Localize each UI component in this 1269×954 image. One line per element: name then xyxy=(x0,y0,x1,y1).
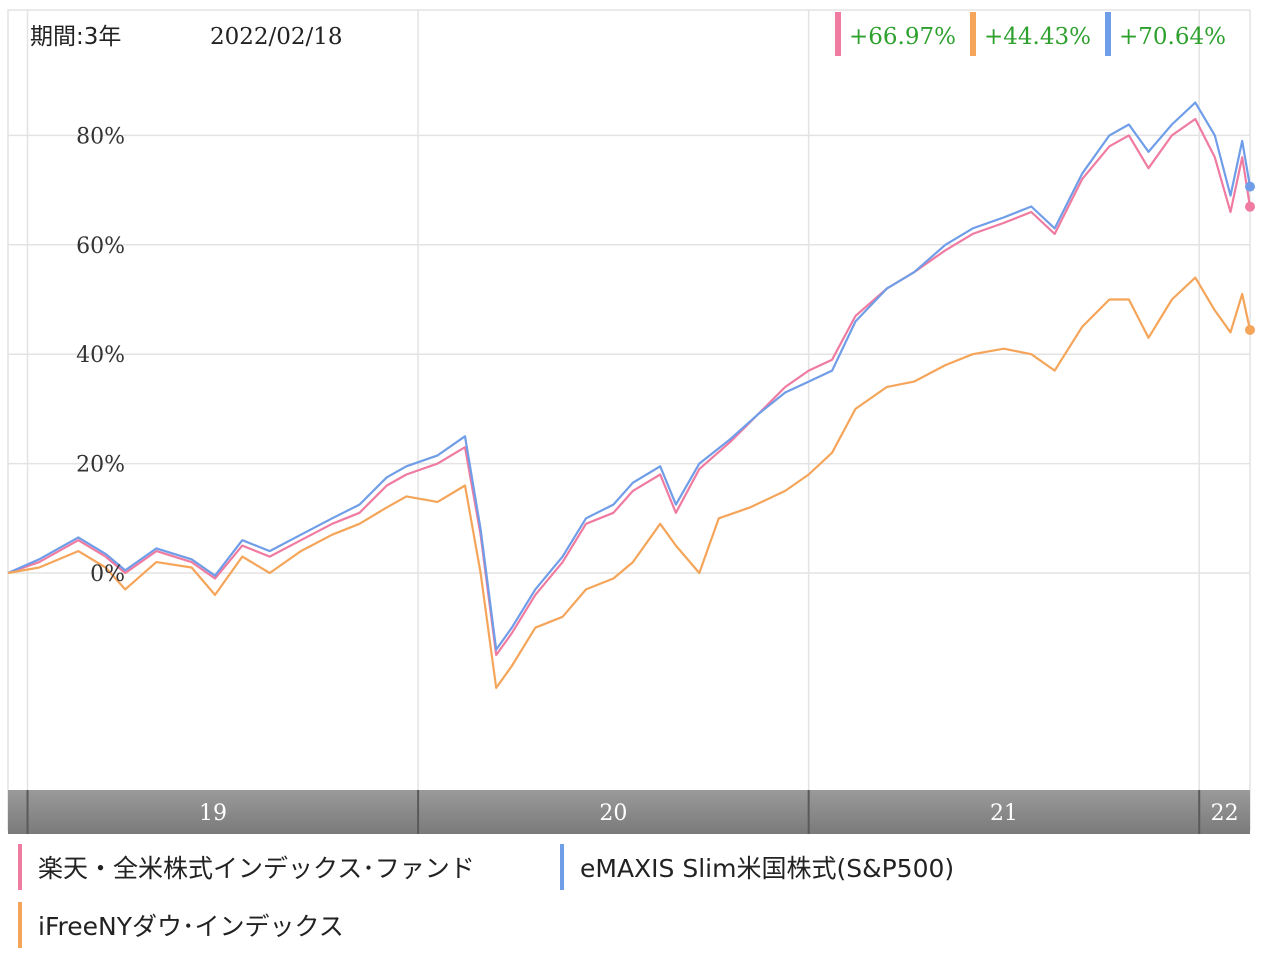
y-tick-label: 20% xyxy=(76,453,125,478)
legend: 楽天・全米株式インデックス･ファンド eMAXIS Slim米国株式(S&P50… xyxy=(0,840,1269,954)
legend-swatch xyxy=(18,902,22,948)
x-tick-label: 21 xyxy=(990,801,1018,826)
return-swatch xyxy=(970,12,976,56)
chart-frame xyxy=(7,9,1251,831)
vertical-gridlines xyxy=(26,10,1200,790)
return-swatch xyxy=(835,12,841,56)
series-end-marker xyxy=(1245,181,1255,192)
series-line xyxy=(7,101,1252,651)
x-tick-label: 19 xyxy=(199,801,227,826)
x-tick-label: 20 xyxy=(599,801,627,826)
legend-label: iFreeNYダウ･インデックス xyxy=(38,912,344,941)
x-axis-band: 19 20 21 22 xyxy=(8,790,1250,834)
chart-area: 0% 20% 40% 60% 80% 19 20 21 22 期間:3年 2022/02/18… xyxy=(7,9,1255,834)
date-label: 2022/02/18 xyxy=(210,24,343,50)
y-tick-label: 60% xyxy=(76,234,125,259)
series-end-marker xyxy=(1245,324,1255,335)
y-tick-label: 40% xyxy=(76,343,125,368)
y-tick-label: 80% xyxy=(76,124,125,149)
return-badges: +66.97% +44.43% +70.64% xyxy=(835,12,1226,56)
return-value: +44.43% xyxy=(984,24,1091,50)
legend-item-rakuten: 楽天・全米株式インデックス･ファンド xyxy=(18,844,475,890)
performance-chart: 0% 20% 40% 60% 80% 19 20 21 22 期間:3年 2022/02/18… xyxy=(7,9,1255,834)
return-value: +70.64% xyxy=(1119,24,1226,50)
x-tick-label: 22 xyxy=(1211,801,1239,826)
legend-item-ifree: iFreeNYダウ･インデックス xyxy=(18,902,344,948)
y-axis-tick-labels: 0% 20% 40% 60% 80% xyxy=(76,124,125,587)
series-line xyxy=(7,117,1252,657)
y-tick-label: 0% xyxy=(90,562,125,587)
series-lines xyxy=(7,101,1255,689)
return-swatch xyxy=(1105,12,1111,56)
legend-label: eMAXIS Slim米国株式(S&P500) xyxy=(580,854,955,883)
legend-label: 楽天・全米株式インデックス･ファンド xyxy=(38,854,475,883)
horizontal-gridlines xyxy=(8,134,1250,574)
legend-swatch xyxy=(18,844,22,890)
return-value: +66.97% xyxy=(849,24,956,50)
series-line xyxy=(7,276,1252,689)
legend-item-emaxis: eMAXIS Slim米国株式(S&P500) xyxy=(560,844,954,890)
x-axis-band-bg xyxy=(8,790,1250,834)
period-label: 期間:3年 xyxy=(30,24,121,50)
legend-swatch xyxy=(560,844,564,890)
series-end-marker xyxy=(1245,201,1255,212)
